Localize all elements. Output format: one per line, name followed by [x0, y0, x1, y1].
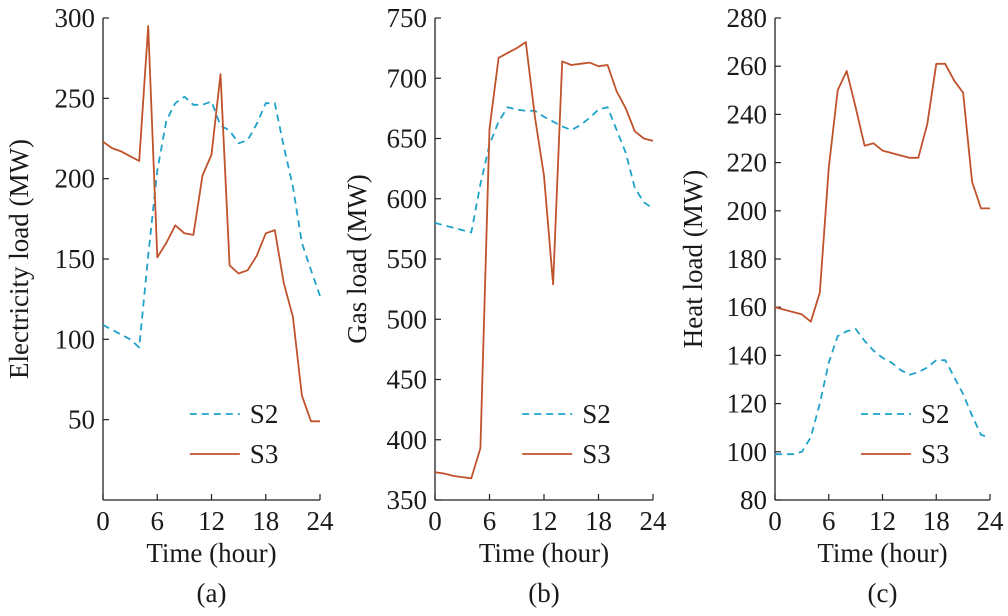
y-axis-label: Electricity load (MW) [4, 139, 34, 379]
x-tick-label: 12 [531, 506, 558, 536]
x-tick-label: 18 [252, 506, 279, 536]
y-tick-label: 50 [68, 405, 95, 435]
x-tick-label: 24 [977, 506, 1005, 536]
x-tick-label: 0 [96, 506, 110, 536]
x-tick-label: 0 [428, 506, 442, 536]
legend-label-s3: S3 [582, 439, 611, 469]
y-tick-label: 300 [55, 3, 96, 33]
y-tick-label: 140 [727, 340, 768, 370]
panel-a: 50 100 150 200 250 300 0 6 12 18 24 Time (hour) (a) E… [4, 3, 334, 608]
x-axis-label: Time (hour) [479, 538, 609, 568]
x-tick-label: 12 [869, 506, 896, 536]
y-tick-label: 120 [727, 389, 768, 419]
y-axis-label: Gas load (MW) [342, 174, 372, 343]
series-line-s3 [102, 25, 320, 423]
series-line-s2 [775, 327, 991, 456]
y-tick-label: 650 [387, 124, 428, 154]
x-axis-label: Time (hour) [146, 538, 276, 568]
x-tick-label: 18 [923, 506, 950, 536]
legend-label-s2: S2 [582, 399, 611, 429]
series-line-s2 [102, 95, 321, 349]
x-axis-label: Time (hour) [817, 538, 947, 568]
legend-label-s2: S2 [921, 399, 950, 429]
x-tick-label: 6 [822, 506, 836, 536]
panel-label: (a) [197, 578, 227, 608]
y-tick-label: 100 [55, 324, 96, 354]
y-tick-label: 240 [727, 99, 768, 129]
y-tick-label: 80 [740, 485, 767, 515]
x-tick-label: 12 [198, 506, 225, 536]
x-tick-label: 0 [768, 506, 782, 536]
legend-label-s3: S3 [250, 439, 279, 469]
y-tick-label: 180 [727, 244, 768, 274]
y-axis-label: Heat load (MW) [678, 170, 708, 348]
y-tick-label: 350 [387, 485, 428, 515]
x-tick-label: 24 [307, 506, 335, 536]
series-line-s2 [434, 106, 654, 234]
legend-label-s2: S2 [250, 399, 279, 429]
y-tick-label: 500 [387, 304, 428, 334]
y-tick-label: 200 [55, 164, 96, 194]
panel-c: 80 100 120 140 160 180 200 220 240 260 280 0 6 12 18 24… [678, 3, 1004, 608]
y-tick-label: 550 [387, 244, 428, 274]
y-tick-label: 250 [55, 83, 96, 113]
y-tick-label: 200 [727, 196, 768, 226]
y-tick-label: 280 [727, 3, 768, 33]
x-tick-label: 18 [585, 506, 612, 536]
series-line-s3 [434, 41, 654, 480]
y-tick-label: 700 [387, 63, 428, 93]
y-tick-label: 220 [727, 148, 768, 178]
y-tick-label: 750 [387, 3, 428, 33]
y-tick-label: 160 [727, 292, 768, 322]
x-tick-label: 6 [483, 506, 497, 536]
y-tick-label: 600 [387, 184, 428, 214]
y-tick-label: 150 [55, 244, 96, 274]
x-tick-label: 6 [151, 506, 165, 536]
panel-label: (c) [868, 578, 898, 608]
legend-label-s3: S3 [921, 439, 950, 469]
series-line-s3 [774, 62, 990, 323]
y-tick-label: 100 [727, 437, 768, 467]
y-tick-label: 260 [727, 51, 768, 81]
panel-label: (b) [528, 578, 559, 608]
x-tick-label: 24 [640, 506, 668, 536]
panel-b: 350 400 450 500 550 600 650 700 750 0 6 12 18 24 Time … [342, 3, 667, 608]
y-tick-label: 450 [387, 365, 428, 395]
y-tick-label: 400 [387, 425, 428, 455]
